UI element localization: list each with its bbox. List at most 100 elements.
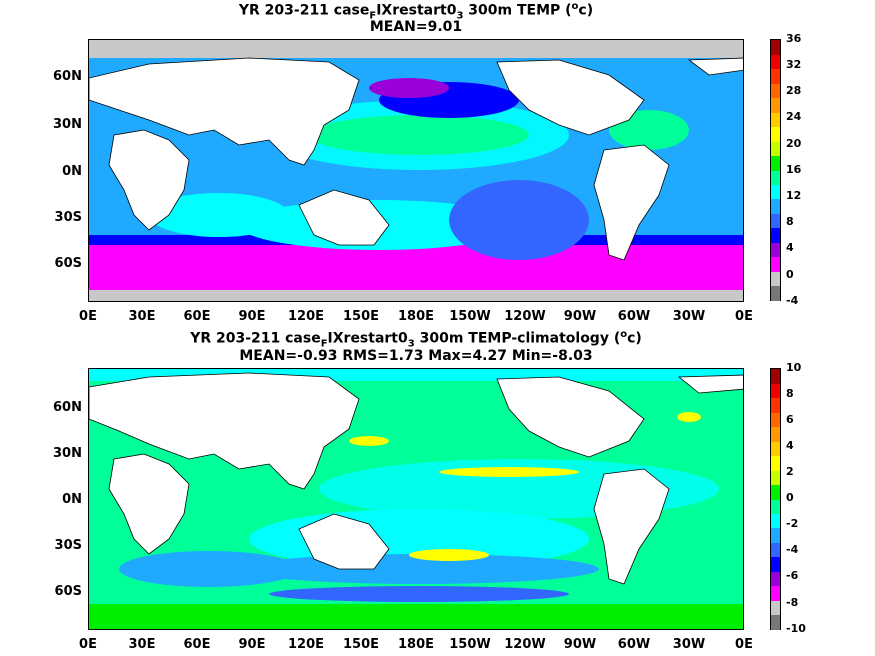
panel-stats: MEAN=-0.93 RMS=1.73 Max=4.27 Min=-8.03 <box>239 348 593 364</box>
colorbar-tick-label: -6 <box>786 569 799 582</box>
colorbar-segment <box>771 397 780 413</box>
colorbar-tick-label: -8 <box>786 596 799 609</box>
colorbar-tick-label: 16 <box>786 163 802 176</box>
colorbar-segment <box>771 227 780 243</box>
colorbar-segment <box>771 571 780 587</box>
colorbar-segment <box>771 184 780 200</box>
x-tick-label: 60W <box>617 309 651 324</box>
colorbar-segment <box>771 441 780 457</box>
x-tick-label: 90E <box>238 637 266 652</box>
colorbar-segment <box>771 383 780 399</box>
x-tick-label: 150E <box>342 637 380 652</box>
colorbar-tick-label: 32 <box>786 58 802 71</box>
panel-stats: MEAN=9.01 <box>369 19 463 35</box>
colorbar-segment <box>771 484 780 500</box>
x-tick-label: 180E <box>397 637 435 652</box>
panel-title: YR 203-211 caseFIXrestart03 300m TEMP-cl… <box>190 329 642 350</box>
y-tick-label: 60N <box>53 400 82 415</box>
colorbar-tick-label: -4 <box>786 294 799 307</box>
x-tick-label: 90W <box>563 309 597 324</box>
y-tick-label: 0N <box>62 492 82 507</box>
colorbar-segment <box>771 170 780 185</box>
x-tick-label: 0E <box>79 309 97 324</box>
colorbar-segment <box>771 556 780 572</box>
colorbar-tick-label: 24 <box>786 110 802 123</box>
y-tick-label: 60S <box>54 256 82 271</box>
x-tick-label: 90E <box>238 309 266 324</box>
x-tick-label: 60E <box>183 637 211 652</box>
colorbar-segment <box>771 54 780 70</box>
x-tick-label: 90W <box>563 637 597 652</box>
y-tick-label: 30N <box>53 446 82 461</box>
colorbar-tick-label: 4 <box>786 439 794 452</box>
x-tick-label: 150W <box>449 309 491 324</box>
colorbar-segment <box>771 542 780 558</box>
colorbar-tick-label: 8 <box>786 387 794 400</box>
colorbar-segment <box>771 614 780 630</box>
x-tick-label: 180E <box>397 309 435 324</box>
colorbar-segment <box>771 97 780 113</box>
x-tick-label: 120E <box>287 309 325 324</box>
x-tick-label: 0E <box>735 309 753 324</box>
colorbar-tick-label: 0 <box>786 268 794 281</box>
colorbar-segment <box>771 242 780 258</box>
x-tick-label: 60W <box>617 637 651 652</box>
x-tick-label: 60E <box>183 309 211 324</box>
x-tick-label: 30W <box>672 637 706 652</box>
colorbar <box>770 39 781 301</box>
colorbar-segment <box>771 600 780 616</box>
x-tick-label: 30E <box>128 637 156 652</box>
map-temp <box>88 39 744 302</box>
colorbar-segment <box>771 426 780 442</box>
colorbar-tick-label: 28 <box>786 84 802 97</box>
x-tick-label: 120W <box>504 637 546 652</box>
y-tick-label: 60S <box>54 584 82 599</box>
colorbar-segment <box>771 68 780 84</box>
colorbar-segment <box>771 369 780 384</box>
colorbar-segment <box>771 198 780 214</box>
colorbar-tick-label: -4 <box>786 543 799 556</box>
x-tick-label: 150E <box>342 309 380 324</box>
temp-field-map <box>89 40 743 301</box>
colorbar-tick-label: -10 <box>786 622 806 635</box>
x-tick-label: 30E <box>128 309 156 324</box>
colorbar-segment <box>771 513 780 529</box>
colorbar-tick-label: 12 <box>786 189 802 202</box>
colorbar-segment <box>771 412 780 428</box>
colorbar <box>770 368 781 630</box>
x-tick-label: 120W <box>504 309 546 324</box>
colorbar-segment <box>771 126 780 142</box>
colorbar-tick-label: 8 <box>786 215 794 228</box>
colorbar-segment <box>771 213 780 229</box>
x-tick-label: 150W <box>449 637 491 652</box>
colorbar-segment <box>771 470 780 486</box>
x-tick-label: 0E <box>735 637 753 652</box>
colorbar-segment <box>771 40 780 55</box>
y-tick-label: 30S <box>54 210 82 225</box>
x-tick-label: 120E <box>287 637 325 652</box>
colorbar-tick-label: 36 <box>786 32 802 45</box>
y-tick-label: 0N <box>62 164 82 179</box>
colorbar-segment <box>771 285 780 301</box>
colorbar-tick-label: 2 <box>786 465 794 478</box>
colorbar-tick-label: 0 <box>786 491 794 504</box>
y-tick-label: 30S <box>54 538 82 553</box>
y-tick-label: 60N <box>53 69 82 84</box>
colorbar-segment <box>771 155 780 171</box>
colorbar-segment <box>771 499 780 514</box>
colorbar-tick-label: 6 <box>786 413 794 426</box>
colorbar-segment <box>771 455 780 471</box>
colorbar-segment <box>771 112 780 128</box>
x-tick-label: 30W <box>672 309 706 324</box>
colorbar-tick-label: 10 <box>786 361 802 374</box>
colorbar-tick-label: 20 <box>786 137 802 150</box>
colorbar-tick-label: -2 <box>786 517 799 530</box>
colorbar-tick-label: 4 <box>786 241 794 254</box>
y-tick-label: 30N <box>53 117 82 132</box>
colorbar-segment <box>771 527 780 543</box>
x-tick-label: 0E <box>79 637 97 652</box>
panel-title: YR 203-211 caseFIXrestart03 300m TEMP (o… <box>238 1 594 22</box>
map-anomaly <box>88 368 744 630</box>
colorbar-segment <box>771 585 780 601</box>
